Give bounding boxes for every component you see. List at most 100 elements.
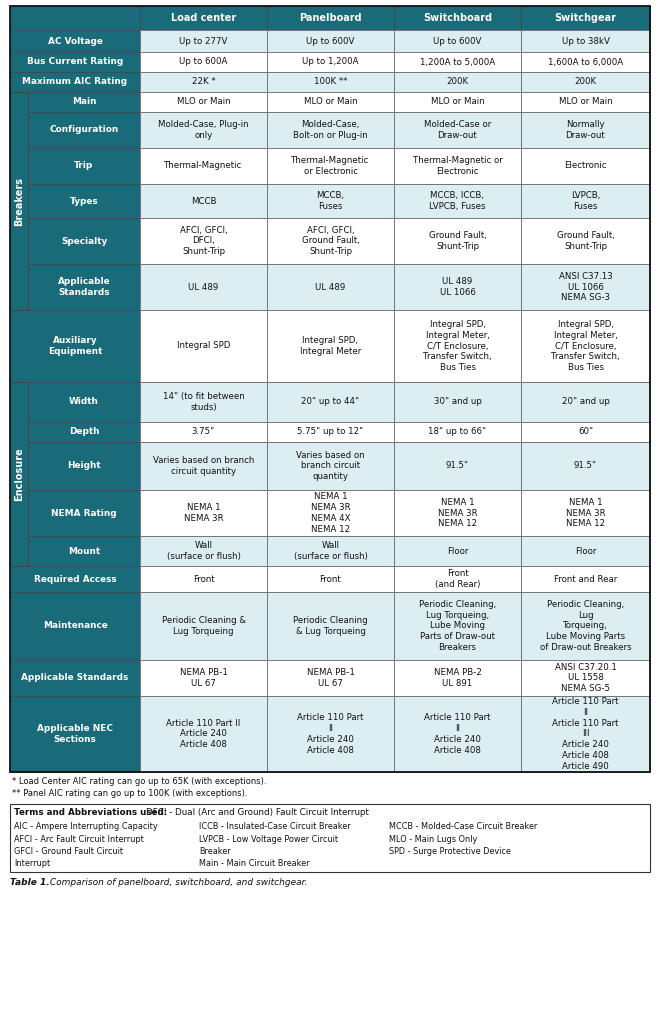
Bar [140,184,267,218]
Bar [140,112,267,148]
Text: Molded-Case,
Bolt-on or Plug-in: Molded-Case, Bolt-on or Plug-in [293,120,368,140]
Bar [267,264,394,310]
Text: Floor: Floor [447,547,468,555]
Text: Breakers: Breakers [14,176,24,225]
Text: AIC - Ampere Interrupting Capacity: AIC - Ampere Interrupting Capacity [14,822,158,831]
Text: Front: Front [193,574,214,584]
Bar [267,660,394,696]
Bar [10,422,28,442]
Text: Integral SPD: Integral SPD [177,341,230,350]
Text: AFCI, GFCI,
Ground Fault,
Shunt-Trip: AFCI, GFCI, Ground Fault, Shunt-Trip [302,225,359,256]
Text: Applicable Standards: Applicable Standards [21,674,129,683]
Bar [10,184,28,218]
Text: Thermal-Magnetic or
Electronic: Thermal-Magnetic or Electronic [412,156,503,176]
Text: Width: Width [69,397,99,407]
Bar [267,218,394,264]
Bar [140,310,267,382]
Bar [521,148,650,184]
Text: Main - Main Circuit Breaker: Main - Main Circuit Breaker [199,859,310,868]
Text: 100K **: 100K ** [314,78,347,86]
Bar [267,696,394,772]
Text: Breaker: Breaker [199,847,231,856]
Bar [521,218,650,264]
Text: Ground Fault,
Shunt-Trip: Ground Fault, Shunt-Trip [428,231,487,251]
Bar [10,6,140,30]
Bar [140,92,267,112]
Bar [140,382,267,422]
Bar [394,382,521,422]
Bar [10,442,28,490]
Text: * Load Center AIC rating can go up to 65K (with exceptions).: * Load Center AIC rating can go up to 65… [12,777,267,786]
Bar [10,566,140,592]
Text: UL 489: UL 489 [188,283,219,292]
Bar [394,148,521,184]
Bar [10,30,140,52]
Bar [521,442,650,490]
Bar [267,92,394,112]
Bar [521,310,650,382]
Text: 1,200A to 5,000A: 1,200A to 5,000A [420,57,495,67]
Text: Comparison of panelboard, switchboard, and switchgear.: Comparison of panelboard, switchboard, a… [47,878,308,887]
Text: Table 1.: Table 1. [10,878,50,887]
Bar [267,72,394,92]
Text: Up to 1,200A: Up to 1,200A [302,57,359,67]
Bar [140,422,267,442]
Text: Article 110 Part
II
Article 240
Article 408: Article 110 Part II Article 240 Article … [424,714,491,755]
Text: 22K *: 22K * [192,78,215,86]
Bar [394,6,521,30]
Bar [521,592,650,660]
Bar [28,112,140,148]
Bar [394,184,521,218]
Text: Periodic Cleaning
& Lug Torqueing: Periodic Cleaning & Lug Torqueing [293,616,368,636]
Bar [28,148,140,184]
Bar [140,52,267,72]
Bar [267,422,394,442]
Text: Applicable NEC
Sections: Applicable NEC Sections [37,724,113,743]
Text: 18" up to 66": 18" up to 66" [428,427,487,436]
Bar [394,422,521,442]
Text: Specialty: Specialty [61,237,107,246]
Bar [267,310,394,382]
Text: Article 110 Part
II
Article 240
Article 408: Article 110 Part II Article 240 Article … [297,714,364,755]
Text: Molded-Case or
Draw-out: Molded-Case or Draw-out [424,120,491,140]
Bar [10,804,650,872]
Bar [521,536,650,566]
Bar [28,490,140,536]
Text: MLO - Main Lugs Only: MLO - Main Lugs Only [389,835,477,844]
Bar [28,92,140,112]
Bar [394,592,521,660]
Bar [10,264,28,310]
Bar [267,92,394,112]
Bar [28,536,140,566]
Bar [140,72,267,92]
Bar [521,696,650,772]
Text: ICCB - Insulated-Case Circuit Breaker: ICCB - Insulated-Case Circuit Breaker [199,822,351,831]
Text: Mount: Mount [68,547,100,555]
Text: Types: Types [70,197,98,206]
Text: 20" and up: 20" and up [562,397,609,407]
Text: MLO or Main: MLO or Main [559,97,613,106]
Bar [140,52,267,72]
Text: Thermal-Magnetic: Thermal-Magnetic [164,162,243,171]
Bar [521,382,650,422]
Bar [10,30,140,52]
Bar [521,696,650,772]
Bar [521,112,650,148]
Text: NEMA PB-1
UL 67: NEMA PB-1 UL 67 [306,668,355,688]
Bar [267,310,394,382]
Bar [521,184,650,218]
Bar [140,660,267,696]
Text: Up to 38kV: Up to 38kV [562,37,609,45]
Text: Thermal-Magnetic
or Electronic: Thermal-Magnetic or Electronic [291,156,370,176]
Bar [140,148,267,184]
Bar [28,148,140,184]
Bar [267,184,394,218]
Bar [394,696,521,772]
Bar [10,72,140,92]
Bar [394,660,521,696]
Bar [394,30,521,52]
Text: NEMA PB-1
UL 67: NEMA PB-1 UL 67 [180,668,227,688]
Text: Bus Current Rating: Bus Current Rating [27,57,123,67]
Bar [10,6,650,772]
Bar [10,382,28,566]
